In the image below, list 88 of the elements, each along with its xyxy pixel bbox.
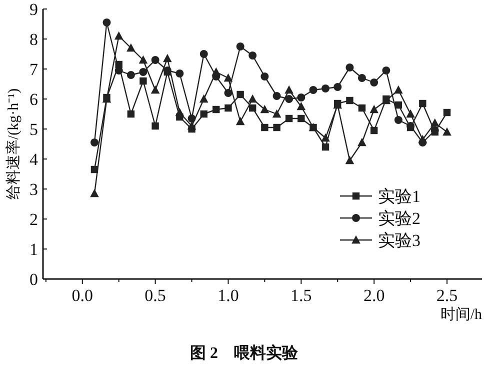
point xyxy=(248,104,256,112)
point xyxy=(298,114,305,122)
point xyxy=(394,116,402,124)
point xyxy=(358,74,366,82)
point xyxy=(176,70,184,78)
point xyxy=(200,50,208,58)
y-tick-label: 3 xyxy=(30,180,38,199)
point xyxy=(260,72,269,80)
point xyxy=(224,104,232,112)
point xyxy=(284,85,294,94)
point xyxy=(187,121,196,130)
point xyxy=(345,156,354,164)
point xyxy=(224,89,232,97)
point xyxy=(406,109,415,118)
point xyxy=(163,54,172,62)
x-axis-title: 时间/h xyxy=(440,306,482,323)
point xyxy=(334,83,342,91)
point xyxy=(199,94,208,103)
point xyxy=(140,77,147,85)
point xyxy=(296,102,306,110)
point xyxy=(370,126,378,134)
y-tick-label: 5 xyxy=(30,120,38,139)
point xyxy=(358,138,366,146)
text: 图 2 喂料实验 xyxy=(190,344,299,362)
legend-label: 实验1 xyxy=(378,187,420,206)
point xyxy=(224,73,233,82)
x-tick-label: 0.0 xyxy=(72,286,94,305)
x-tick-label: 0.5 xyxy=(144,286,166,305)
y-tick-label: 1 xyxy=(30,240,38,259)
point xyxy=(261,124,268,132)
point xyxy=(152,122,159,130)
point xyxy=(260,104,270,114)
x-tick-label: 2.0 xyxy=(363,286,385,305)
point xyxy=(418,134,428,144)
point xyxy=(273,124,280,132)
point xyxy=(443,108,451,116)
point xyxy=(442,127,452,136)
point xyxy=(175,108,184,116)
point xyxy=(272,92,281,100)
point xyxy=(151,56,160,64)
y-tick-label: 7 xyxy=(30,60,38,79)
point xyxy=(236,90,244,98)
point xyxy=(358,104,366,112)
x-tick-label: 2.5 xyxy=(436,286,458,305)
legend-label: 实验3 xyxy=(378,231,420,250)
point xyxy=(90,188,99,198)
point xyxy=(322,84,330,92)
point xyxy=(236,116,245,126)
point xyxy=(285,114,293,122)
point xyxy=(248,52,257,60)
point xyxy=(114,31,124,40)
legend-label: 实验2 xyxy=(378,209,420,228)
x-tick-label: 1.5 xyxy=(290,286,312,305)
point xyxy=(236,42,244,50)
x-tick-label: 1.0 xyxy=(218,286,239,305)
point xyxy=(346,64,354,72)
point xyxy=(370,104,378,114)
point xyxy=(394,85,403,94)
y-tick-label: 4 xyxy=(30,150,38,169)
point xyxy=(212,106,220,114)
y-tick-label: 6 xyxy=(30,90,38,109)
y-tick-label: 0 xyxy=(30,270,38,289)
point xyxy=(272,109,282,118)
point xyxy=(150,85,160,94)
point xyxy=(370,78,378,86)
point xyxy=(212,67,221,76)
point xyxy=(430,118,440,127)
point xyxy=(127,110,135,118)
point xyxy=(126,43,136,52)
point xyxy=(309,86,318,94)
y-tick-label: 8 xyxy=(30,30,38,49)
point xyxy=(139,68,148,76)
point xyxy=(285,95,294,103)
point xyxy=(138,55,148,64)
point xyxy=(321,133,330,142)
point xyxy=(382,66,390,74)
y-tick-label: 9 xyxy=(30,0,38,19)
point xyxy=(297,94,306,102)
point xyxy=(419,100,426,108)
point xyxy=(200,110,208,118)
y-axis-title: 给料速率/(kg·h⁻¹) xyxy=(5,88,22,200)
point xyxy=(248,94,257,103)
point xyxy=(102,18,111,26)
point xyxy=(346,96,354,104)
point xyxy=(90,138,98,146)
point xyxy=(126,71,135,79)
point xyxy=(322,143,330,151)
y-tick-label: 2 xyxy=(30,210,38,229)
